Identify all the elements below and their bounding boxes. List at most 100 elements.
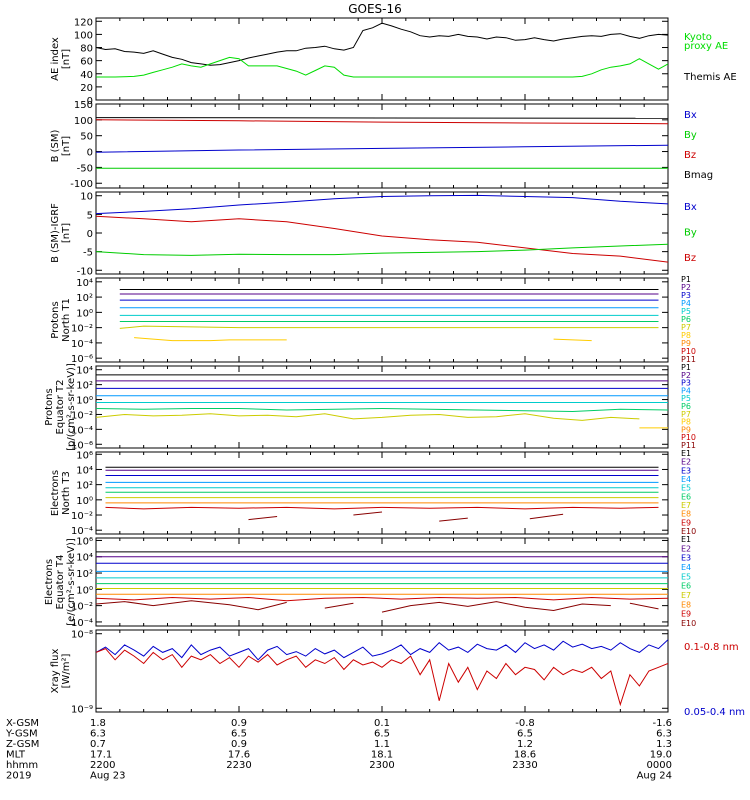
y-axis-label: North T3 [61,471,72,515]
series-line-bx [96,194,668,215]
series-line-e10c [439,517,468,522]
series-group [96,22,668,78]
footer-value: 0.9 [231,739,247,750]
footer-value: 1.2 [517,739,533,750]
y-tick-label: 10⁻² [71,602,93,613]
legend-entry: P9 [681,425,691,434]
y-tick-label: 60 [80,57,93,68]
y-axis-label: [W/m²] [61,653,72,688]
y-tick-label: 10⁰ [76,396,93,407]
footer-value: 17.6 [228,750,250,761]
footer-value: Aug 23 [90,771,125,782]
y-tick-label: 10⁻⁴ [71,618,93,629]
y-tick-label: 10⁶ [76,450,93,461]
series-line-kyoto [96,22,668,66]
y-tick-label: 10 [80,192,93,203]
y-tick-label: 10⁰ [76,585,93,596]
legend-entry: 0.1-0.8 nm [684,642,739,653]
footer-row-label: Z-GSM [6,739,39,750]
y-axis-label: Protons [50,301,61,338]
series-line-by [96,243,668,256]
legend-entry: E2 [681,458,691,467]
legend-entry: By [684,130,697,141]
footer-value: 6.5 [231,729,247,740]
series-line-p6 [96,407,668,413]
legend-entry: Themis AE [683,72,737,83]
y-tick-label: -5 [83,248,93,259]
legend-entry: P4 [681,299,691,308]
legend-entry: E5 [681,572,691,581]
series-group [96,374,668,429]
y-axis-label: Equator T2 [55,380,66,435]
legend-entry: P3 [681,379,691,388]
panel-bdiff: -10 -5 0 5 10 B (SM)-IGRF [nT] Bx By Bz [50,191,697,277]
footer-value: -0.8 [515,718,535,729]
y-tick-label: 150 [74,100,93,111]
legend-entry: P1 [681,363,691,372]
y-tick-label: 0 [87,148,93,159]
y-axis-label: Electrons [44,559,55,605]
legend-entry: E4 [681,563,691,572]
series-group [96,117,668,169]
y-tick-label: 10² [76,569,93,580]
series-line-p8b [553,338,592,342]
y-tick-label: 10² [76,293,93,304]
y-tick-label: 10⁻⁶ [71,354,93,365]
series-line-e10a [248,516,278,521]
y-axis-label: [nT] [61,136,72,156]
legend-entry: E3 [681,466,691,475]
legend-entry: P4 [681,386,691,395]
series-line-e9 [105,506,659,510]
legend-entry: E6 [681,582,691,591]
y-tick-label: 10⁴ [76,366,93,377]
panel-electrons-t4: 10⁻⁴ 10⁻² 10⁰ 10² 10⁴ 10⁶ Electrons Equator T4[… [44,535,696,629]
series-group [96,194,668,263]
y-tick-label: 40 [80,70,93,81]
footer-value: 0000 [647,760,672,771]
y-tick-label: 80 [80,44,93,55]
y-tick-label: 10⁻² [71,324,93,335]
footer-row-label: MLT [6,750,26,761]
y-axis-label: Xray flux [50,649,61,694]
y-tick-label: 5 [87,210,93,221]
y-tick-label: 10⁻⁹ [71,704,93,715]
legend-entry: P5 [681,394,691,403]
series-group [96,551,668,613]
footer-value: 18.6 [514,750,536,761]
panel-frame [95,191,669,275]
y-tick-label: 10² [76,381,93,392]
legend-entry: Bz [684,253,696,264]
legend-entry: Bmag [684,170,713,181]
series-group [105,466,659,522]
y-axis-label: B (SM) [50,129,61,162]
legend-entry: P3 [681,291,691,300]
y-tick-label: 10⁻² [71,511,93,522]
legend-entry: E4 [681,475,691,484]
series-line-bmag [96,117,668,119]
series-line-e10c [381,601,611,613]
legend-entry: E10 [681,619,696,628]
series-line-p8a [134,337,287,342]
y-tick-label: 10⁻² [71,410,93,421]
legend-entry: P2 [681,283,691,292]
series-line-e10d [529,513,564,520]
legend-entry: P7 [681,323,691,332]
legend-entry: P1 [681,275,691,284]
legend-entry: P11 [681,441,696,450]
panel-protons-t1: 10⁻⁶ 10⁻⁴ 10⁻² 10⁰ 10² 10⁴ Protons North T1 P1P2… [50,275,696,365]
y-axis-label: [nT] [61,223,72,243]
legend-entry: E9 [681,518,691,527]
legend-entry: E10 [681,527,696,536]
panel-frame [95,537,669,627]
y-tick-label: 0 [87,96,93,107]
legend-entry: P6 [681,402,691,411]
y-tick-label: 20 [80,83,93,94]
y-tick-label: 10⁻⁴ [71,339,93,350]
legend-entry: 0.05-0.4 nm [684,707,745,718]
panel-protons-t2: 10⁻⁶ 10⁻⁴ 10⁻² 10⁰ 10² 10⁴ Protons Equator T2 [p… [44,363,696,451]
legend-entry: E5 [681,484,691,493]
y-tick-label: 10⁻⁶ [71,440,93,451]
series-line-p7 [119,325,659,329]
